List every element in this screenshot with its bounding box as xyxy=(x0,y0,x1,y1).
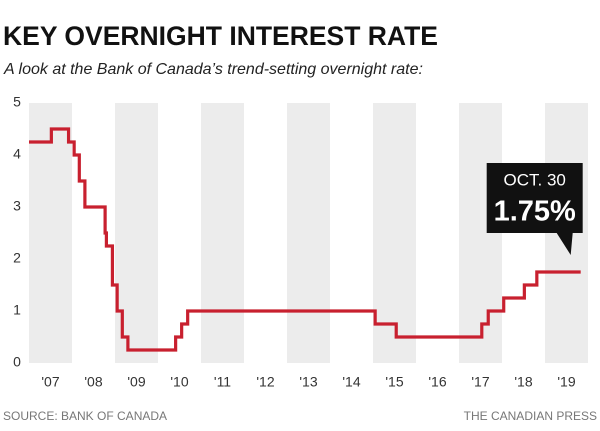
year-band xyxy=(158,103,201,363)
year-band xyxy=(416,103,459,363)
x-tick-label: '08 xyxy=(84,374,102,390)
x-tick-label: '15 xyxy=(385,374,403,390)
x-tick-label: '19 xyxy=(557,374,575,390)
x-tick-label: '16 xyxy=(428,374,446,390)
bands xyxy=(29,103,588,363)
y-tick-label: 3 xyxy=(13,198,21,214)
credit: THE CANADIAN PRESS xyxy=(464,409,597,423)
x-tick-label: '12 xyxy=(256,374,274,390)
x-tick-label: '10 xyxy=(170,374,188,390)
year-band xyxy=(330,103,373,363)
y-tick-label: 1 xyxy=(13,302,21,318)
x-tick-label: '18 xyxy=(514,374,532,390)
chart-title: KEY OVERNIGHT INTEREST RATE xyxy=(3,21,438,51)
year-band xyxy=(72,103,115,363)
value-label: 1.75% xyxy=(494,196,576,228)
callout-date: OCT. 30 xyxy=(504,170,566,189)
x-tick-label: '11 xyxy=(214,374,231,390)
rate-line xyxy=(29,127,581,352)
year-band xyxy=(373,103,416,363)
year-band xyxy=(201,103,244,363)
year-band xyxy=(244,103,287,363)
chart-subtitle: A look at the Bank of Canada’s trend-set… xyxy=(3,61,423,78)
x-tick-label: '17 xyxy=(471,374,489,390)
y-tick-label: 4 xyxy=(13,146,21,162)
year-band xyxy=(29,103,72,363)
x-tick-label: '09 xyxy=(127,374,145,390)
x-tick-label: '07 xyxy=(41,374,59,390)
source: SOURCE: BANK OF CANADA xyxy=(3,409,167,423)
x-tick-label: '14 xyxy=(342,374,360,390)
x-tick-label: '13 xyxy=(299,374,317,390)
y-tick-label: 0 xyxy=(13,354,21,370)
y-tick-label: 5 xyxy=(13,94,21,110)
y-tick-label: 2 xyxy=(13,250,21,266)
year-band xyxy=(287,103,330,363)
callout-box xyxy=(486,163,583,255)
